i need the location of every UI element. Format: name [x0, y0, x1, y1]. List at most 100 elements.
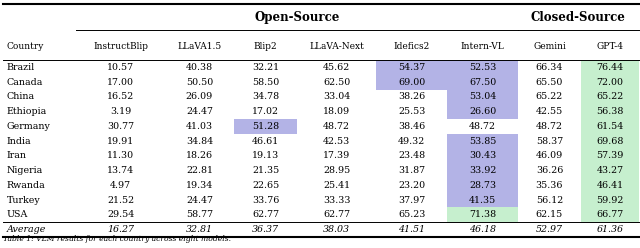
- Text: 71.38: 71.38: [469, 210, 496, 219]
- Text: 67.50: 67.50: [469, 78, 496, 87]
- Bar: [376, 60, 447, 75]
- Bar: [447, 134, 518, 149]
- Text: Rwanda: Rwanda: [6, 181, 45, 190]
- Text: 69.00: 69.00: [398, 78, 426, 87]
- Text: 3.19: 3.19: [110, 107, 131, 116]
- Text: Turkey: Turkey: [6, 195, 40, 205]
- Bar: [376, 75, 447, 90]
- Bar: [447, 60, 518, 75]
- Text: 57.39: 57.39: [596, 151, 623, 160]
- Bar: [447, 75, 518, 90]
- Text: Closed-Source: Closed-Source: [531, 11, 626, 24]
- Text: 62.15: 62.15: [536, 210, 563, 219]
- Text: Germany: Germany: [6, 122, 51, 131]
- Bar: [581, 149, 639, 163]
- Text: Canada: Canada: [6, 78, 43, 87]
- Text: 65.50: 65.50: [536, 78, 563, 87]
- Text: Intern-VL: Intern-VL: [461, 42, 504, 51]
- Text: 18.09: 18.09: [323, 107, 350, 116]
- Text: 45.62: 45.62: [323, 63, 350, 72]
- Text: 33.33: 33.33: [323, 195, 351, 205]
- Text: 32.21: 32.21: [252, 63, 279, 72]
- Text: 28.73: 28.73: [469, 181, 496, 190]
- Text: 29.54: 29.54: [107, 210, 134, 219]
- Text: LLaVA-Next: LLaVA-Next: [309, 42, 364, 51]
- Text: 10.57: 10.57: [107, 63, 134, 72]
- Text: 46.18: 46.18: [469, 225, 496, 234]
- Text: 16.52: 16.52: [107, 93, 134, 101]
- Text: 58.77: 58.77: [186, 210, 213, 219]
- Text: 65.22: 65.22: [596, 93, 623, 101]
- Text: Gemini: Gemini: [533, 42, 566, 51]
- Text: 72.00: 72.00: [596, 78, 623, 87]
- Text: 33.92: 33.92: [469, 166, 496, 175]
- Bar: [447, 149, 518, 163]
- Text: InstructBlip: InstructBlip: [93, 42, 148, 51]
- Text: 40.38: 40.38: [186, 63, 213, 72]
- Text: 41.35: 41.35: [469, 195, 496, 205]
- Text: 46.41: 46.41: [596, 181, 623, 190]
- Text: Open-Source: Open-Source: [255, 11, 340, 24]
- Text: 17.39: 17.39: [323, 151, 350, 160]
- Text: 46.09: 46.09: [536, 151, 563, 160]
- Text: 22.65: 22.65: [252, 181, 279, 190]
- Bar: [447, 193, 518, 207]
- Text: 31.87: 31.87: [398, 166, 426, 175]
- Text: 37.97: 37.97: [398, 195, 426, 205]
- Text: 48.72: 48.72: [323, 122, 350, 131]
- Text: 21.52: 21.52: [107, 195, 134, 205]
- Text: China: China: [6, 93, 35, 101]
- Text: 58.50: 58.50: [252, 78, 279, 87]
- Text: 36.37: 36.37: [252, 225, 279, 234]
- Text: Average: Average: [6, 225, 46, 234]
- Text: 30.43: 30.43: [469, 151, 496, 160]
- Text: 38.26: 38.26: [398, 93, 426, 101]
- Text: 76.44: 76.44: [596, 63, 623, 72]
- Text: 33.04: 33.04: [323, 93, 350, 101]
- Text: 30.77: 30.77: [107, 122, 134, 131]
- Text: 62.50: 62.50: [323, 78, 350, 87]
- Text: 38.46: 38.46: [398, 122, 426, 131]
- Text: Iran: Iran: [6, 151, 26, 160]
- Text: 46.61: 46.61: [252, 137, 279, 146]
- Bar: [581, 60, 639, 75]
- Text: 23.20: 23.20: [398, 181, 426, 190]
- Text: 56.38: 56.38: [596, 107, 623, 116]
- Text: 53.85: 53.85: [469, 137, 496, 146]
- Text: 66.77: 66.77: [596, 210, 623, 219]
- Text: 52.53: 52.53: [469, 63, 496, 72]
- Bar: [581, 178, 639, 193]
- Text: 4.97: 4.97: [110, 181, 131, 190]
- Bar: [581, 134, 639, 149]
- Bar: [581, 119, 639, 134]
- Text: 18.26: 18.26: [186, 151, 213, 160]
- Text: 69.68: 69.68: [596, 137, 623, 146]
- Text: 25.53: 25.53: [398, 107, 426, 116]
- Text: 35.36: 35.36: [536, 181, 563, 190]
- Text: 56.12: 56.12: [536, 195, 563, 205]
- Text: 19.91: 19.91: [107, 137, 134, 146]
- Bar: [234, 119, 297, 134]
- Bar: [447, 178, 518, 193]
- Bar: [581, 75, 639, 90]
- Text: 58.37: 58.37: [536, 137, 563, 146]
- Text: 19.34: 19.34: [186, 181, 213, 190]
- Text: 24.47: 24.47: [186, 107, 213, 116]
- Text: 34.84: 34.84: [186, 137, 213, 146]
- Text: 59.92: 59.92: [596, 195, 623, 205]
- Text: 54.37: 54.37: [398, 63, 426, 72]
- Text: GPT-4: GPT-4: [596, 42, 623, 51]
- Text: Ethiopia: Ethiopia: [6, 107, 47, 116]
- Text: 11.30: 11.30: [107, 151, 134, 160]
- Text: LLaVA1.5: LLaVA1.5: [177, 42, 221, 51]
- Text: India: India: [6, 137, 31, 146]
- Text: 17.00: 17.00: [107, 78, 134, 87]
- Text: 62.77: 62.77: [252, 210, 279, 219]
- Text: 28.95: 28.95: [323, 166, 350, 175]
- Text: 52.97: 52.97: [536, 225, 563, 234]
- Text: 24.47: 24.47: [186, 195, 213, 205]
- Text: 17.02: 17.02: [252, 107, 279, 116]
- Text: 53.04: 53.04: [469, 93, 496, 101]
- Text: USA: USA: [6, 210, 28, 219]
- Text: 33.76: 33.76: [252, 195, 279, 205]
